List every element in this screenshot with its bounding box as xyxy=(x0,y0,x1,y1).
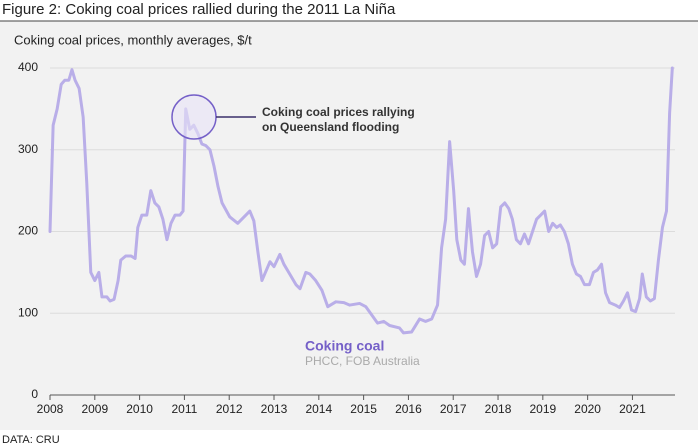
x-tick-label: 2009 xyxy=(81,402,108,416)
chart-title: Figure 2: Coking coal prices rallied dur… xyxy=(2,1,396,18)
y-tick-label: 200 xyxy=(18,224,38,238)
y-tick-label: 0 xyxy=(31,387,38,401)
plot-background xyxy=(0,21,698,430)
y-tick-label: 100 xyxy=(18,305,38,319)
annotation-circle xyxy=(171,94,217,140)
x-tick-label: 2020 xyxy=(574,402,601,416)
x-tick-label: 2019 xyxy=(529,402,556,416)
x-tick-label: 2014 xyxy=(305,402,332,416)
annotation-text: Coking coal prices rallying xyxy=(262,105,415,119)
x-tick-label: 2015 xyxy=(350,402,377,416)
legend-label: Coking coal xyxy=(305,338,384,354)
chart-subtitle: Coking coal prices, monthly averages, $/… xyxy=(14,32,252,47)
x-tick-label: 2021 xyxy=(619,402,646,416)
x-tick-label: 2017 xyxy=(440,402,467,416)
annotation-text: on Queensland flooding xyxy=(262,120,399,134)
y-tick-label: 400 xyxy=(18,60,38,74)
y-tick-label: 300 xyxy=(18,142,38,156)
x-tick-label: 2008 xyxy=(37,402,64,416)
x-tick-label: 2012 xyxy=(216,402,243,416)
x-tick-label: 2010 xyxy=(126,402,153,416)
series-note: PHCC, FOB Australia xyxy=(305,354,420,368)
annotation: Coking coal prices rallying on Queenslan… xyxy=(171,94,415,140)
source: DATA: CRU xyxy=(2,434,60,446)
x-tick-label: 2013 xyxy=(261,402,288,416)
x-tick-label: 2016 xyxy=(395,402,422,416)
series-line xyxy=(48,66,674,335)
x-tick-label: 2011 xyxy=(172,402,198,416)
x-tick-label: 2018 xyxy=(485,402,512,416)
